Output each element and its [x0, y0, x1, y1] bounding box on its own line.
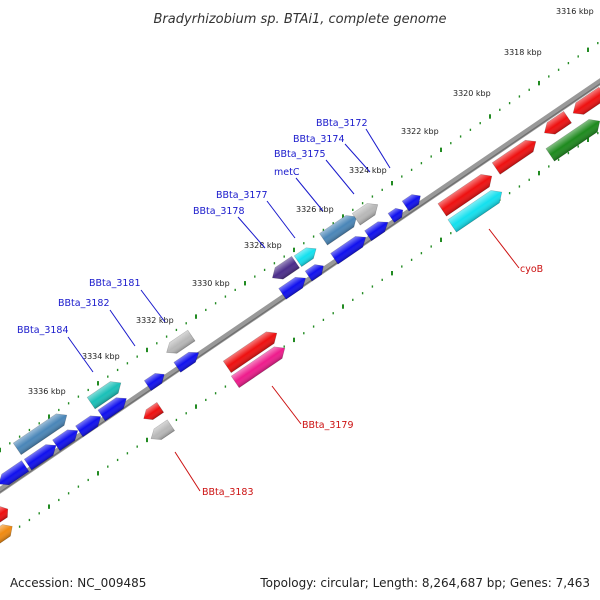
gene-label-bbta-3184[interactable]: BBta_3184: [17, 325, 69, 336]
tick-label: 3318 kbp: [504, 48, 542, 57]
tick-labels: 3316 kbp 3318 kbp 3320 kbp 3322 kbp 3324 kbp…: [28, 7, 594, 396]
gene-arrow-cyan[interactable]: [293, 243, 320, 267]
gene-label-bbta-3177[interactable]: BBta_3177: [216, 190, 268, 201]
gene-features: [0, 86, 600, 544]
gene-label-bbta-3174[interactable]: BBta_3174: [293, 134, 345, 145]
tick-label: 3334 kbp: [82, 352, 120, 361]
leader-line: [325, 159, 355, 195]
label-leader-lines: [67, 128, 520, 492]
leader-line: [295, 177, 324, 212]
tick-label: 3324 kbp: [349, 166, 387, 175]
tick-label: 3330 kbp: [192, 279, 230, 288]
gene-label-bbta-3179[interactable]: BBta_3179: [302, 420, 354, 431]
gene-arrow-blue[interactable]: [401, 191, 424, 212]
leader-line: [271, 385, 302, 425]
gene-arrow-blue[interactable]: [23, 440, 59, 471]
gene-arrow-steelblue[interactable]: [12, 409, 70, 456]
tick-label: 3316 kbp: [556, 7, 594, 16]
gene-arrow-blue[interactable]: [52, 425, 82, 452]
gene-arrow-red[interactable]: [0, 504, 11, 523]
outer-tick-track: [0, 42, 599, 453]
leader-line: [488, 228, 520, 269]
tick-label: 3322 kbp: [401, 127, 439, 136]
gene-arrow-red[interactable]: [540, 110, 572, 138]
leader-line: [266, 200, 296, 239]
leader-line: [140, 289, 166, 323]
gene-arrow-red[interactable]: [491, 136, 540, 175]
inner-tick-track: [0, 132, 599, 543]
gene-arrow-gray[interactable]: [351, 199, 381, 226]
gene-arrow-blue[interactable]: [75, 411, 105, 438]
gene-label-bbta-3175[interactable]: BBta_3175: [274, 149, 326, 160]
leader-line: [344, 143, 371, 173]
gene-arrow-magenta[interactable]: [230, 342, 288, 389]
gene-arrow-blue[interactable]: [278, 273, 309, 300]
gene-arrow-blue[interactable]: [0, 460, 30, 490]
leader-line: [365, 128, 391, 169]
gene-label-cyob[interactable]: cyoB: [520, 264, 543, 275]
tick-label: 3332 kbp: [136, 316, 174, 325]
gene-arrow-blue[interactable]: [143, 369, 167, 392]
map-title: Bradyrhizobium sp. BTAi1, complete genom…: [153, 12, 446, 27]
gene-arrow-blue[interactable]: [330, 232, 370, 265]
gene-label-metc[interactable]: metC: [274, 167, 300, 178]
gene-arrow-red[interactable]: [222, 327, 280, 374]
leader-line: [67, 336, 94, 373]
gene-label-bbta-3183[interactable]: BBta_3183: [202, 487, 254, 498]
gene-label-bbta-3182[interactable]: BBta_3182: [58, 298, 110, 309]
tick-label: 3326 kbp: [296, 205, 334, 214]
gene-arrow-blue[interactable]: [364, 217, 392, 242]
gene-label-bbta-3172[interactable]: BBta_3172: [316, 118, 368, 129]
gene-arrow-red[interactable]: [437, 170, 496, 217]
topology-summary: Topology: circular; Length: 8,264,687 bp…: [260, 576, 590, 590]
gene-arrow-cyan[interactable]: [447, 186, 506, 233]
gene-arrow-blue[interactable]: [387, 206, 406, 223]
gene-arrow-blue[interactable]: [304, 261, 327, 282]
gene-arrow-blue[interactable]: [97, 393, 130, 422]
gene-arrow-red[interactable]: [140, 401, 165, 423]
gene-arrow-orange[interactable]: [0, 521, 16, 544]
leader-line: [237, 216, 266, 249]
leader-line: [174, 451, 201, 492]
gene-arrow-gray[interactable]: [147, 419, 175, 444]
accession-text: Accession: NC_009485: [10, 576, 147, 590]
tick-label: 3336 kbp: [28, 387, 66, 396]
gene-arrow-blue[interactable]: [173, 348, 202, 373]
leader-line: [109, 309, 136, 347]
gene-label-bbta-3181[interactable]: BBta_3181: [89, 278, 141, 289]
gene-arrow-steelblue[interactable]: [319, 211, 361, 246]
gene-arrow-indigo[interactable]: [268, 255, 300, 283]
gene-arrow-red[interactable]: [569, 86, 600, 119]
gene-labels: BBta_3172 BBta_3174 BBta_3175 metC BBta_…: [17, 118, 543, 498]
tick-label: 3320 kbp: [453, 89, 491, 98]
gene-arrow-gray[interactable]: [163, 329, 196, 358]
gene-label-bbta-3178[interactable]: BBta_3178: [193, 206, 245, 217]
gene-arrow-green[interactable]: [545, 115, 600, 162]
gene-arrow-teal[interactable]: [86, 377, 125, 410]
